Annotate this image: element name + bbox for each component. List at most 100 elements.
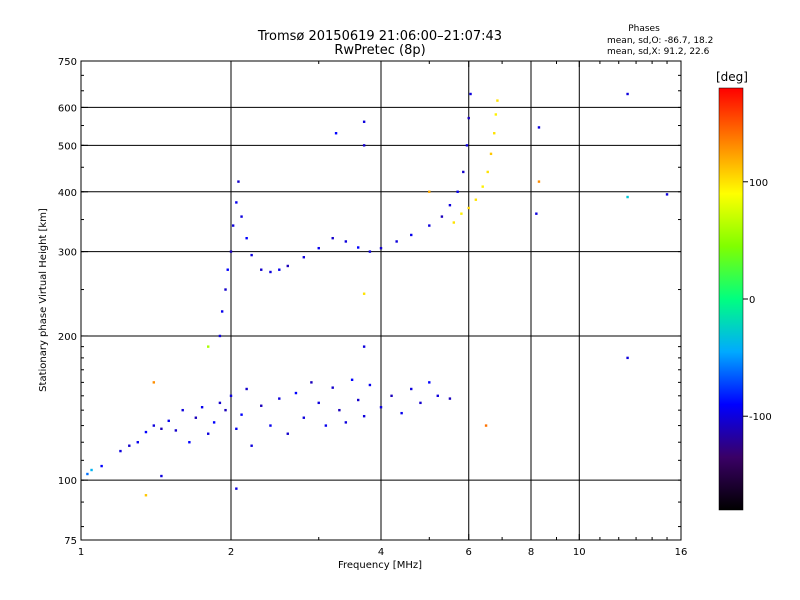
- data-point: [362, 414, 366, 418]
- x-tick-label: 4: [378, 547, 384, 558]
- data-point: [474, 198, 478, 201]
- data-point: [400, 411, 403, 415]
- data-point: [250, 444, 253, 447]
- data-point: [218, 334, 222, 338]
- data-point: [350, 378, 354, 381]
- data-point: [493, 132, 496, 135]
- data-point: [338, 408, 341, 412]
- data-point: [240, 215, 243, 218]
- data-point: [489, 152, 493, 156]
- data-point: [665, 193, 669, 196]
- data-point: [229, 394, 233, 398]
- x-tick-label: 16: [675, 547, 688, 558]
- data-point: [181, 408, 184, 412]
- data-point: [428, 190, 431, 193]
- data-point: [494, 113, 498, 116]
- data-point: [269, 270, 272, 274]
- colorbar-tick-label: -100: [749, 412, 772, 423]
- data-point: [240, 413, 243, 416]
- data-point: [278, 268, 281, 271]
- data-point: [469, 92, 472, 96]
- data-point: [194, 416, 198, 419]
- data-point: [452, 221, 456, 224]
- data-point: [245, 236, 248, 240]
- data-point: [235, 487, 238, 490]
- data-point: [626, 356, 629, 360]
- y-tick-label: 750: [58, 57, 77, 68]
- data-point: [144, 430, 148, 434]
- colorbar-label: [deg]: [716, 70, 748, 84]
- data-point: [537, 180, 541, 183]
- data-point: [344, 240, 348, 243]
- data-point: [144, 494, 148, 497]
- data-point: [484, 424, 488, 427]
- data-point: [481, 185, 484, 188]
- chart-title: Tromsø 20150619 21:06:00–21:07:43: [257, 29, 502, 44]
- data-point: [119, 449, 122, 453]
- y-tick-label: 300: [58, 248, 77, 259]
- y-tick-label: 75: [64, 536, 77, 547]
- data-point: [245, 387, 248, 391]
- data-point: [200, 406, 204, 409]
- x-tick-label: 6: [466, 547, 472, 558]
- colorbar-tick-label: 0: [749, 295, 755, 306]
- data-point: [368, 250, 372, 253]
- data-point: [100, 464, 103, 468]
- colorbar: [718, 87, 744, 511]
- data-point: [467, 116, 470, 120]
- data-point: [278, 397, 281, 400]
- data-point: [167, 419, 170, 423]
- data-point: [535, 212, 538, 215]
- data-point: [410, 387, 413, 391]
- data-point: [331, 236, 334, 240]
- data-point: [456, 190, 459, 193]
- data-point: [286, 432, 289, 435]
- data-point: [86, 472, 89, 476]
- y-tick-label: 200: [58, 332, 77, 343]
- data-point: [362, 292, 366, 295]
- x-tick-label: 2: [228, 547, 234, 558]
- x-tick-label: 1: [78, 547, 84, 558]
- data-point: [462, 170, 465, 174]
- data-point: [460, 212, 463, 215]
- data-point: [152, 424, 156, 427]
- data-points: [86, 92, 669, 497]
- y-tick-label: 100: [58, 476, 77, 487]
- data-point: [229, 250, 233, 253]
- x-axis-label: Frequency [MHz]: [338, 560, 422, 571]
- data-point: [235, 201, 238, 204]
- data-point: [152, 381, 156, 384]
- y-axis-label: Stationary phase Virtual Height [km]: [38, 208, 49, 392]
- data-point: [235, 427, 238, 431]
- data-point: [467, 206, 470, 210]
- data-point: [362, 120, 366, 123]
- data-point: [334, 132, 338, 135]
- data-point: [231, 224, 235, 227]
- data-point: [237, 180, 240, 183]
- data-point: [486, 170, 489, 174]
- data-point: [356, 398, 360, 402]
- data-point: [368, 383, 372, 387]
- stats-heading: Phases: [628, 24, 660, 34]
- data-point: [206, 345, 210, 348]
- data-point: [226, 268, 229, 271]
- data-point: [302, 256, 306, 259]
- data-point: [626, 92, 629, 96]
- data-point: [220, 310, 224, 313]
- data-point: [448, 397, 452, 400]
- data-point: [362, 345, 366, 348]
- data-point: [317, 246, 320, 250]
- data-point: [537, 126, 541, 129]
- data-point: [212, 421, 216, 424]
- data-point: [356, 246, 360, 249]
- data-point: [448, 203, 452, 207]
- y-tick-label: 500: [58, 141, 77, 152]
- data-point: [626, 195, 629, 199]
- data-point: [90, 468, 93, 472]
- data-point: [218, 401, 222, 405]
- data-point: [496, 99, 499, 102]
- data-point: [428, 224, 431, 227]
- data-point: [310, 381, 313, 384]
- data-point: [317, 401, 320, 405]
